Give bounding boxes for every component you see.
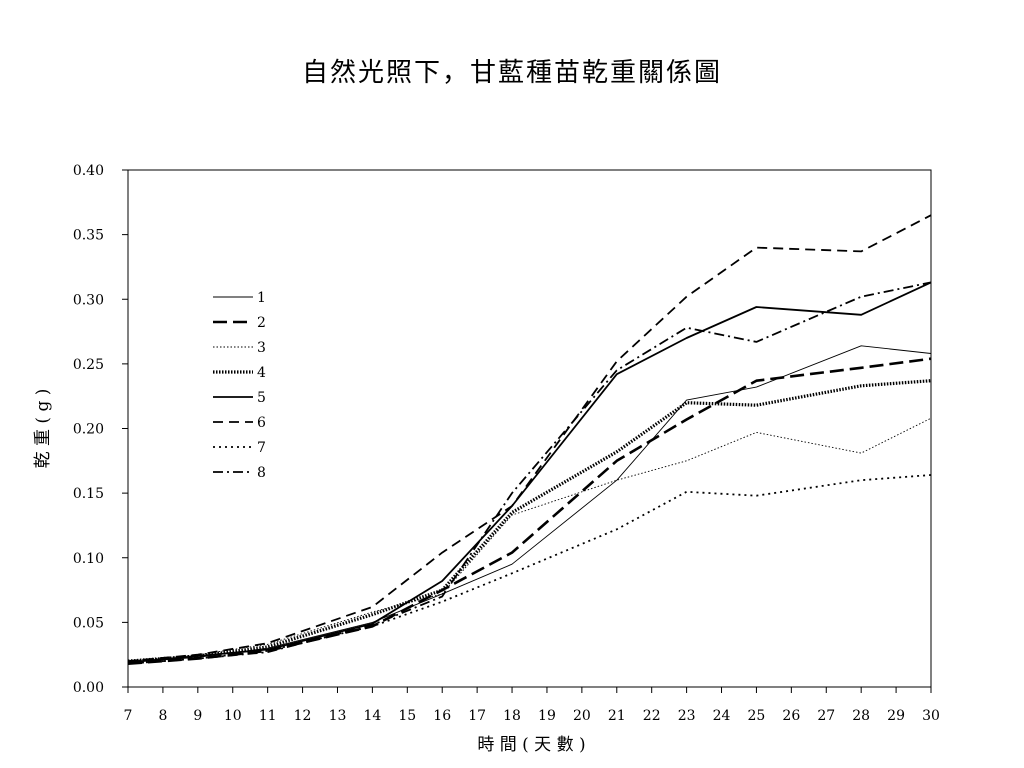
- x-tick-label: 12: [294, 708, 312, 724]
- legend-label-8: 8: [257, 465, 266, 481]
- series-line-2: [127, 357, 932, 665]
- x-tick-label: 28: [852, 708, 870, 724]
- legend-label-4: 4: [257, 365, 266, 381]
- x-tick-label: 13: [329, 708, 347, 724]
- x-tick-label: 24: [713, 708, 731, 724]
- legend-label-6: 6: [257, 415, 266, 431]
- y-tick-label: 0.35: [73, 228, 104, 244]
- series-line-7: [127, 474, 932, 665]
- x-axis-label: 時 間 ( 天 數 ): [477, 735, 585, 755]
- chart-title: 自然光照下，甘藍種苗乾重關係圖: [301, 58, 722, 88]
- x-tick-label: 9: [193, 708, 202, 724]
- x-tick-label: 26: [782, 708, 800, 724]
- legend-label-2: 2: [257, 315, 266, 331]
- y-tick-label: 0.20: [73, 422, 104, 438]
- y-tick-label: 0.15: [73, 486, 104, 502]
- x-tick-label: 14: [363, 708, 381, 724]
- x-tick-label: 23: [678, 708, 696, 724]
- y-tick-label: 0.30: [73, 292, 104, 308]
- x-axis: 7 8 9 10 11 12 13 14 15 16 17 18 19 20 21 22 23 24 25 26 27 2…: [124, 687, 940, 724]
- x-tick-label: 8: [158, 708, 167, 724]
- y-tick-label: 0.05: [73, 615, 104, 631]
- legend-label-7: 7: [257, 440, 266, 456]
- legend-label-3: 3: [257, 340, 266, 356]
- series-lines: [127, 214, 932, 665]
- legend: 1 2 3 4 5 6 7 8: [213, 290, 266, 481]
- x-tick-label: 22: [643, 708, 661, 724]
- legend-label-1: 1: [257, 290, 266, 306]
- x-tick-label: 11: [259, 708, 277, 724]
- x-tick-label: 7: [124, 708, 133, 724]
- x-tick-label: 10: [224, 708, 242, 724]
- series-line-3: [127, 417, 932, 662]
- x-tick-label: 18: [503, 708, 521, 724]
- y-axis-label: 乾 重 ( g ): [33, 389, 53, 469]
- legend-label-5: 5: [257, 390, 266, 406]
- y-tick-label: 0.25: [73, 357, 104, 373]
- x-tick-label: 25: [748, 708, 766, 724]
- y-tick-label: 0.40: [73, 163, 104, 179]
- x-tick-label: 27: [817, 708, 835, 724]
- x-tick-label: 29: [887, 708, 905, 724]
- plot-area: [127, 169, 932, 688]
- series-line-8: [127, 281, 932, 665]
- x-tick-label: 17: [468, 708, 486, 724]
- x-tick-label: 16: [433, 708, 451, 724]
- series-line-6: [127, 214, 932, 662]
- x-tick-label: 15: [398, 708, 416, 724]
- y-axis: 0.00 0.05 0.10 0.15 0.20 0.25 0.30 0.35 0.40: [73, 163, 128, 696]
- x-tick-label: 20: [573, 708, 591, 724]
- x-tick-label: 19: [538, 708, 556, 724]
- y-tick-label: 0.00: [73, 680, 104, 696]
- y-tick-label: 0.10: [73, 551, 104, 567]
- x-tick-label: 30: [922, 708, 940, 724]
- x-tick-label: 21: [608, 708, 626, 724]
